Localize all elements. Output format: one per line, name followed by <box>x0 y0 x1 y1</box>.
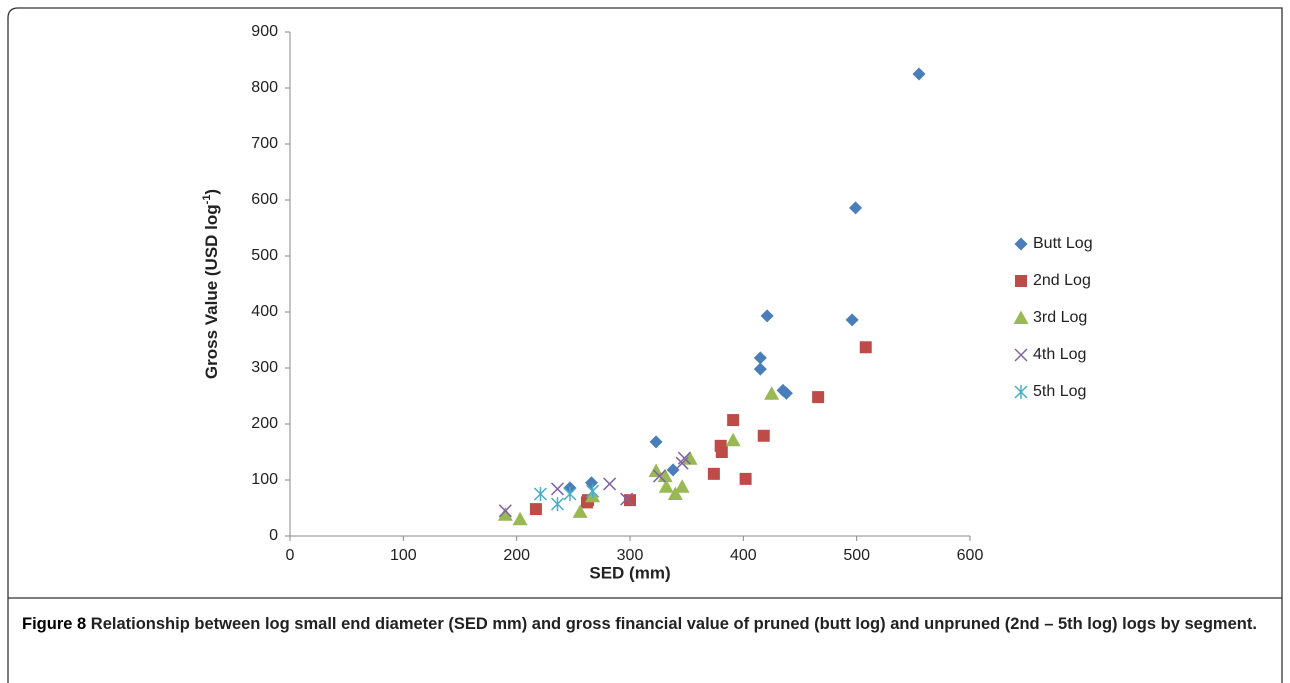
point <box>760 309 774 323</box>
point <box>779 386 793 400</box>
caption-text: Relationship between log small end diame… <box>90 615 1257 633</box>
y-axis-title-text: Gross Value (USD log <box>202 204 221 379</box>
point <box>666 463 680 477</box>
point <box>725 432 741 447</box>
legend-marker <box>1014 348 1028 362</box>
legend-marker <box>1015 275 1027 287</box>
point <box>498 504 512 518</box>
y-tick-label: 400 <box>251 303 278 320</box>
point <box>603 477 617 491</box>
point <box>859 341 872 354</box>
x-tick-label: 500 <box>843 547 870 564</box>
point <box>529 503 542 516</box>
y-axis-title-end: ) <box>202 189 221 195</box>
point <box>658 479 674 493</box>
caption-label: Figure 8 <box>22 615 87 633</box>
point <box>675 456 689 470</box>
point <box>812 391 825 404</box>
point <box>620 492 634 506</box>
point <box>912 67 926 81</box>
legend-label: 4th Log <box>1033 346 1086 363</box>
y-tick-label: 600 <box>251 191 278 208</box>
y-tick-label: 0 <box>269 527 278 544</box>
point <box>753 351 767 365</box>
legend-label: 2nd Log <box>1033 272 1091 289</box>
y-tick-label: 100 <box>251 471 278 488</box>
y-tick-label: 700 <box>251 135 278 152</box>
point <box>667 486 683 500</box>
point <box>497 507 513 521</box>
point <box>739 472 752 485</box>
point <box>682 451 698 465</box>
legend-label: 3rd Log <box>1033 309 1087 326</box>
point <box>648 463 664 478</box>
point <box>652 469 666 483</box>
point <box>845 313 859 327</box>
point <box>727 414 740 427</box>
point <box>674 479 690 493</box>
legend-marker <box>1013 310 1029 324</box>
point <box>512 511 528 526</box>
frame <box>7 7 1283 683</box>
point <box>550 482 564 496</box>
legend-marker <box>1014 385 1028 399</box>
point <box>849 201 863 215</box>
legend-label: 5th Log <box>1033 383 1086 400</box>
x-tick-label: 100 <box>390 547 417 564</box>
y-axis-title: Gross Value (USD log-1) <box>201 189 222 379</box>
y-axis-title-sup: -1 <box>201 195 213 205</box>
y-tick-label: 900 <box>251 23 278 40</box>
caption: Figure 8 Relationship between log small … <box>22 612 1262 636</box>
y-tick-label: 800 <box>251 79 278 96</box>
x-axis-title: SED (mm) <box>589 563 670 582</box>
x-tick-label: 400 <box>730 547 757 564</box>
point <box>624 494 636 507</box>
point <box>707 467 720 480</box>
point <box>753 362 767 376</box>
y-tick-label: 200 <box>251 415 278 432</box>
point <box>764 386 780 400</box>
point <box>715 446 728 458</box>
x-tick-label: 600 <box>957 547 984 564</box>
y-tick-label: 500 <box>251 247 278 264</box>
y-tick-label: 300 <box>251 359 278 376</box>
point <box>586 484 600 499</box>
legend-marker <box>1014 237 1028 251</box>
x-tick-label: 200 <box>503 547 530 564</box>
point <box>649 435 663 449</box>
point <box>563 487 577 501</box>
point <box>572 504 588 518</box>
x-tick-label: 300 <box>617 547 644 564</box>
point <box>550 497 564 512</box>
point <box>533 487 547 501</box>
x-tick-label: 0 <box>286 547 295 564</box>
legend-label: Butt Log <box>1033 235 1093 252</box>
point <box>757 429 770 442</box>
